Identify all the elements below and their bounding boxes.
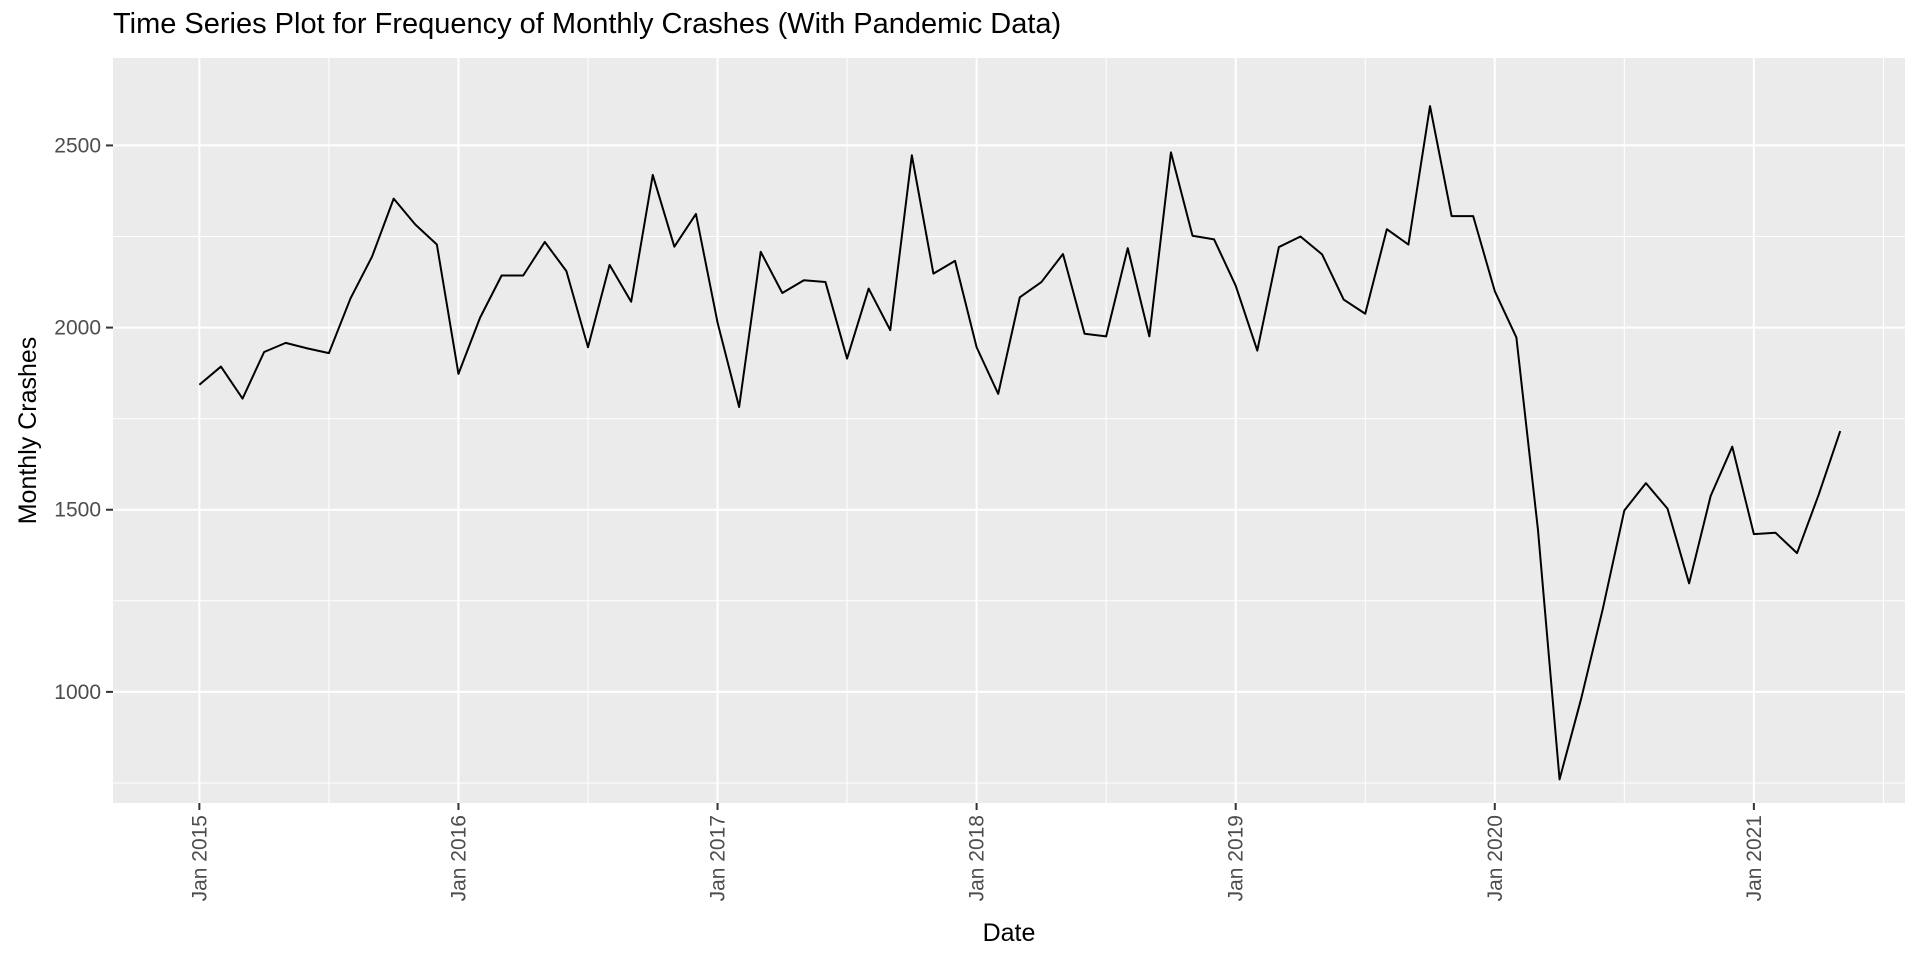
minor-gridlines	[113, 58, 1905, 803]
y-tick-label: 2500	[54, 134, 101, 157]
y-axis: 1000 1500 2000 2500	[54, 134, 113, 704]
x-tick-label: Jan 2020	[1484, 815, 1507, 901]
x-tick-label: Jan 2018	[966, 815, 989, 901]
series-line-layer	[198, 105, 1842, 781]
plot-panel	[113, 58, 1905, 803]
y-axis-title: Monthly Crashes	[14, 337, 42, 525]
x-tick-label: Jan 2015	[188, 815, 211, 901]
y-tick-label: 1000	[54, 681, 101, 704]
x-tick-label: Jan 2016	[447, 815, 470, 901]
major-gridlines	[113, 58, 1905, 803]
x-axis-title: Date	[983, 919, 1036, 947]
chart-title: Time Series Plot for Frequency of Monthl…	[113, 8, 1062, 40]
y-tick-label: 2000	[54, 317, 101, 340]
x-axis: Jan 2015 Jan 2016 Jan 2017 Jan 2018 Jan 2019…	[188, 803, 1766, 901]
x-tick-label: Jan 2019	[1225, 815, 1248, 901]
x-tick-label: Jan 2021	[1743, 815, 1766, 901]
x-tick-label: Jan 2017	[707, 815, 730, 901]
crashes-series-line	[198, 105, 1842, 781]
y-tick-label: 1500	[54, 499, 101, 522]
